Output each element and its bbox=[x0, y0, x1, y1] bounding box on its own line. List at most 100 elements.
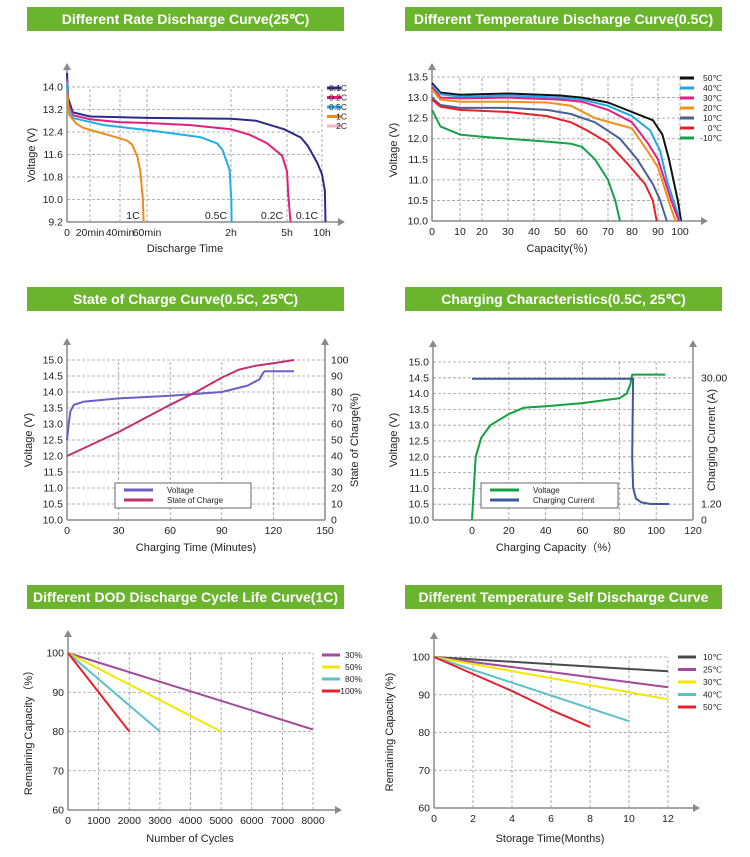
y-axis-title: Remaining Capacity（%） bbox=[22, 665, 35, 795]
y2-axis-arrow bbox=[321, 338, 329, 345]
x-tick-label: 60 bbox=[164, 525, 176, 537]
y-tick-label: 11.5 bbox=[409, 467, 429, 479]
series-line-10℃ bbox=[431, 96, 668, 222]
series-line-30% bbox=[67, 652, 314, 731]
x-tick-label: 20 bbox=[476, 226, 488, 238]
x-tick-label: 3000 bbox=[148, 815, 172, 827]
y-axis-title: Voltage (V) bbox=[23, 413, 35, 467]
y-tick-label: 100 bbox=[46, 648, 64, 660]
y-tick-label: 12.4 bbox=[43, 127, 64, 139]
y-axis-arrow bbox=[430, 632, 438, 639]
x-tick-label: 10 bbox=[623, 813, 635, 825]
y-tick-label: 100 bbox=[412, 652, 430, 664]
x-tick-label: 100 bbox=[647, 525, 665, 537]
y-tick-label: 10.5 bbox=[409, 499, 430, 511]
chart-self bbox=[430, 632, 700, 812]
y-tick-label: 14.5 bbox=[409, 372, 430, 384]
y2-tick-label: 30.00 bbox=[701, 372, 727, 384]
legend-label: Voltage bbox=[533, 486, 560, 495]
curve-label: 0.1C bbox=[296, 210, 319, 222]
series-line-Charging Current bbox=[472, 377, 670, 505]
y2-axis-arrow bbox=[689, 340, 697, 347]
y-axis-title: Voltage (V) bbox=[26, 128, 38, 182]
y-tick-label: 10.8 bbox=[43, 172, 64, 184]
y2-tick-label: 90 bbox=[331, 371, 343, 383]
series-line-100% bbox=[67, 652, 131, 733]
legend-label: -10℃ bbox=[700, 133, 722, 143]
series-line-1C bbox=[66, 92, 145, 223]
x-tick-label: 2 bbox=[470, 813, 476, 825]
y-tick-label: 12.5 bbox=[409, 436, 430, 448]
x-tick-label: 80 bbox=[613, 525, 625, 537]
legend-label: 50% bbox=[345, 662, 362, 672]
x-tick-label: 10 bbox=[454, 226, 466, 238]
x-tick-label: 30 bbox=[502, 226, 514, 238]
series-line-25℃ bbox=[433, 656, 669, 689]
y2-tick-label: 60 bbox=[331, 419, 343, 431]
y-tick-label: 11.0 bbox=[408, 174, 428, 186]
y-tick-label: 12.5 bbox=[408, 113, 429, 125]
x-tick-label: 60min bbox=[133, 227, 162, 239]
y-tick-label: 10.5 bbox=[408, 195, 429, 207]
legend-label: 0℃ bbox=[708, 123, 723, 133]
chart-soc bbox=[63, 338, 329, 521]
y-tick-label: 11.5 bbox=[408, 154, 428, 166]
x-tick-label: 0 bbox=[64, 525, 70, 537]
x-axis-title: Storage Time(Months) bbox=[496, 833, 605, 845]
legend-box bbox=[480, 482, 619, 509]
x-tick-label: 50 bbox=[554, 226, 566, 238]
legend-label: 40℃ bbox=[703, 83, 722, 93]
chart-rate bbox=[63, 63, 345, 226]
y-tick-label: 14.0 bbox=[409, 388, 430, 400]
y-tick-label: 10.0 bbox=[43, 515, 64, 527]
x-axis-title: Discharge Time bbox=[147, 243, 223, 255]
series-line-0.2C bbox=[66, 78, 292, 223]
x-tick-label: 0 bbox=[429, 226, 435, 238]
y-tick-label: 11.5 bbox=[43, 467, 63, 479]
x-tick-label: 120 bbox=[265, 525, 283, 537]
legend-label: 50℃ bbox=[703, 702, 722, 712]
chart-temp bbox=[428, 63, 708, 225]
x-axis-arrow bbox=[338, 218, 345, 226]
legend-label: 30% bbox=[345, 650, 362, 660]
series-line-Voltage bbox=[471, 373, 666, 521]
x-axis-title: Capacity(％) bbox=[526, 243, 587, 255]
x-tick-label: 1000 bbox=[87, 815, 111, 827]
x-axis-title: Charging Time (Minutes) bbox=[136, 542, 256, 554]
y-tick-label: 14.5 bbox=[43, 371, 64, 383]
y-tick-label: 80 bbox=[418, 727, 430, 739]
x-tick-label: 4000 bbox=[179, 815, 203, 827]
x-tick-label: 60 bbox=[577, 525, 589, 537]
y-axis-arrow bbox=[428, 63, 436, 70]
title-rate-discharge: Different Rate Discharge Curve(25℃) bbox=[27, 7, 344, 31]
x-tick-label: 4 bbox=[509, 813, 515, 825]
legend-label: 1C bbox=[336, 112, 347, 122]
y-tick-label: 13.5 bbox=[43, 403, 64, 415]
y2-tick-label: 0 bbox=[331, 515, 337, 527]
legend-label: Voltage bbox=[167, 486, 194, 495]
y2-axis-title: Charging Current (A) bbox=[706, 389, 718, 491]
y-axis-title: Voltage (V) bbox=[388, 123, 400, 177]
legend-label: 0.5C bbox=[329, 102, 347, 112]
x-tick-label: 6000 bbox=[240, 815, 264, 827]
y-tick-label: 80 bbox=[52, 726, 64, 738]
y2-tick-label: 20 bbox=[331, 483, 343, 495]
series-line-20℃ bbox=[431, 88, 677, 222]
y-tick-label: 13.5 bbox=[409, 404, 430, 416]
x-tick-label: 8 bbox=[587, 813, 593, 825]
x-tick-label: 40min bbox=[106, 227, 135, 239]
series-line-50℃ bbox=[431, 82, 683, 222]
x-tick-label: 60 bbox=[576, 226, 588, 238]
chart-charge bbox=[429, 340, 697, 521]
x-tick-label: 5000 bbox=[209, 815, 233, 827]
y-tick-label: 10.5 bbox=[43, 499, 64, 511]
legend-label: 20℃ bbox=[703, 103, 722, 113]
title-self-discharge: Different Temperature Self Discharge Cur… bbox=[405, 585, 722, 609]
series-line-Voltage bbox=[66, 370, 294, 441]
x-tick-label: 100 bbox=[671, 226, 689, 238]
x-tick-label: 150 bbox=[316, 525, 334, 537]
y-tick-label: 15.0 bbox=[409, 357, 430, 369]
legend-label: 2C bbox=[336, 121, 347, 131]
y-tick-label: 14.0 bbox=[43, 82, 64, 94]
